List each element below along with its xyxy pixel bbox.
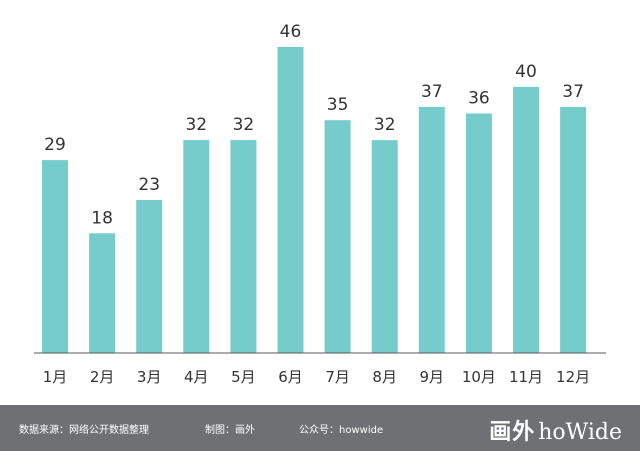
value-label-11: 40 (515, 62, 537, 82)
logo-cn-text: 画外 (489, 420, 536, 445)
value-label-7: 35 (327, 95, 349, 115)
bar-1 (42, 160, 68, 353)
bar-12 (560, 106, 587, 354)
bar-9 (418, 106, 445, 354)
category-label-9: 9月 (420, 368, 445, 386)
maker-text: 制图：画外 (205, 425, 255, 436)
bar-6 (277, 47, 304, 353)
value-label-4: 32 (185, 115, 207, 135)
category-label-5: 5月 (231, 368, 256, 386)
bar-5 (230, 140, 257, 353)
value-labels-group: 29 18 23 32 32 46 35 32 37 36 40 37 (44, 22, 584, 228)
category-label-12: 12月 (556, 368, 590, 386)
value-label-9: 37 (421, 82, 443, 102)
category-label-2: 2月 (90, 368, 115, 386)
category-label-10: 10月 (462, 368, 496, 386)
footer-bar: 数据来源：网络公开数据整理 制图：画外 公众号：howwide 画外 hoWid… (0, 405, 640, 451)
category-label-8: 8月 (372, 368, 397, 386)
value-label-5: 32 (233, 115, 255, 135)
value-label-3: 23 (138, 175, 160, 195)
logo-en-text: hoWide (538, 420, 622, 445)
value-label-10: 36 (468, 89, 490, 109)
category-label-1: 1月 (43, 368, 68, 386)
value-label-2: 18 (91, 208, 113, 228)
bar-2 (89, 233, 116, 353)
bar-4 (183, 140, 210, 353)
bar-8 (371, 140, 398, 353)
bar-11 (513, 86, 539, 354)
category-label-11: 11月 (509, 368, 543, 386)
category-label-4: 4月 (184, 368, 209, 386)
category-labels-group: 1月 2月 3月 4月 5月 6月 7月 8月 9月 10月 11月 12月 (43, 368, 590, 386)
category-label-6: 6月 (278, 368, 303, 386)
value-label-1: 29 (44, 135, 66, 155)
category-label-7: 7月 (325, 368, 350, 386)
value-label-12: 37 (562, 82, 584, 102)
value-label-6: 46 (280, 22, 302, 42)
bar-10 (465, 113, 492, 353)
value-label-8: 32 (374, 115, 396, 135)
public-account-text: 公众号：howwide (299, 425, 384, 436)
source-text: 数据来源：网络公开数据整理 (19, 425, 149, 436)
howide-logo: 画外 hoWide (489, 414, 622, 446)
bar-chart: 29 18 23 32 32 46 35 32 37 36 40 37 1月 2月 3月 4月 5月 6月 7月 8… (34, 22, 606, 386)
bars-group (42, 47, 587, 354)
bar-3 (136, 200, 163, 353)
bar-7 (324, 120, 351, 353)
category-label-3: 3月 (137, 368, 162, 386)
